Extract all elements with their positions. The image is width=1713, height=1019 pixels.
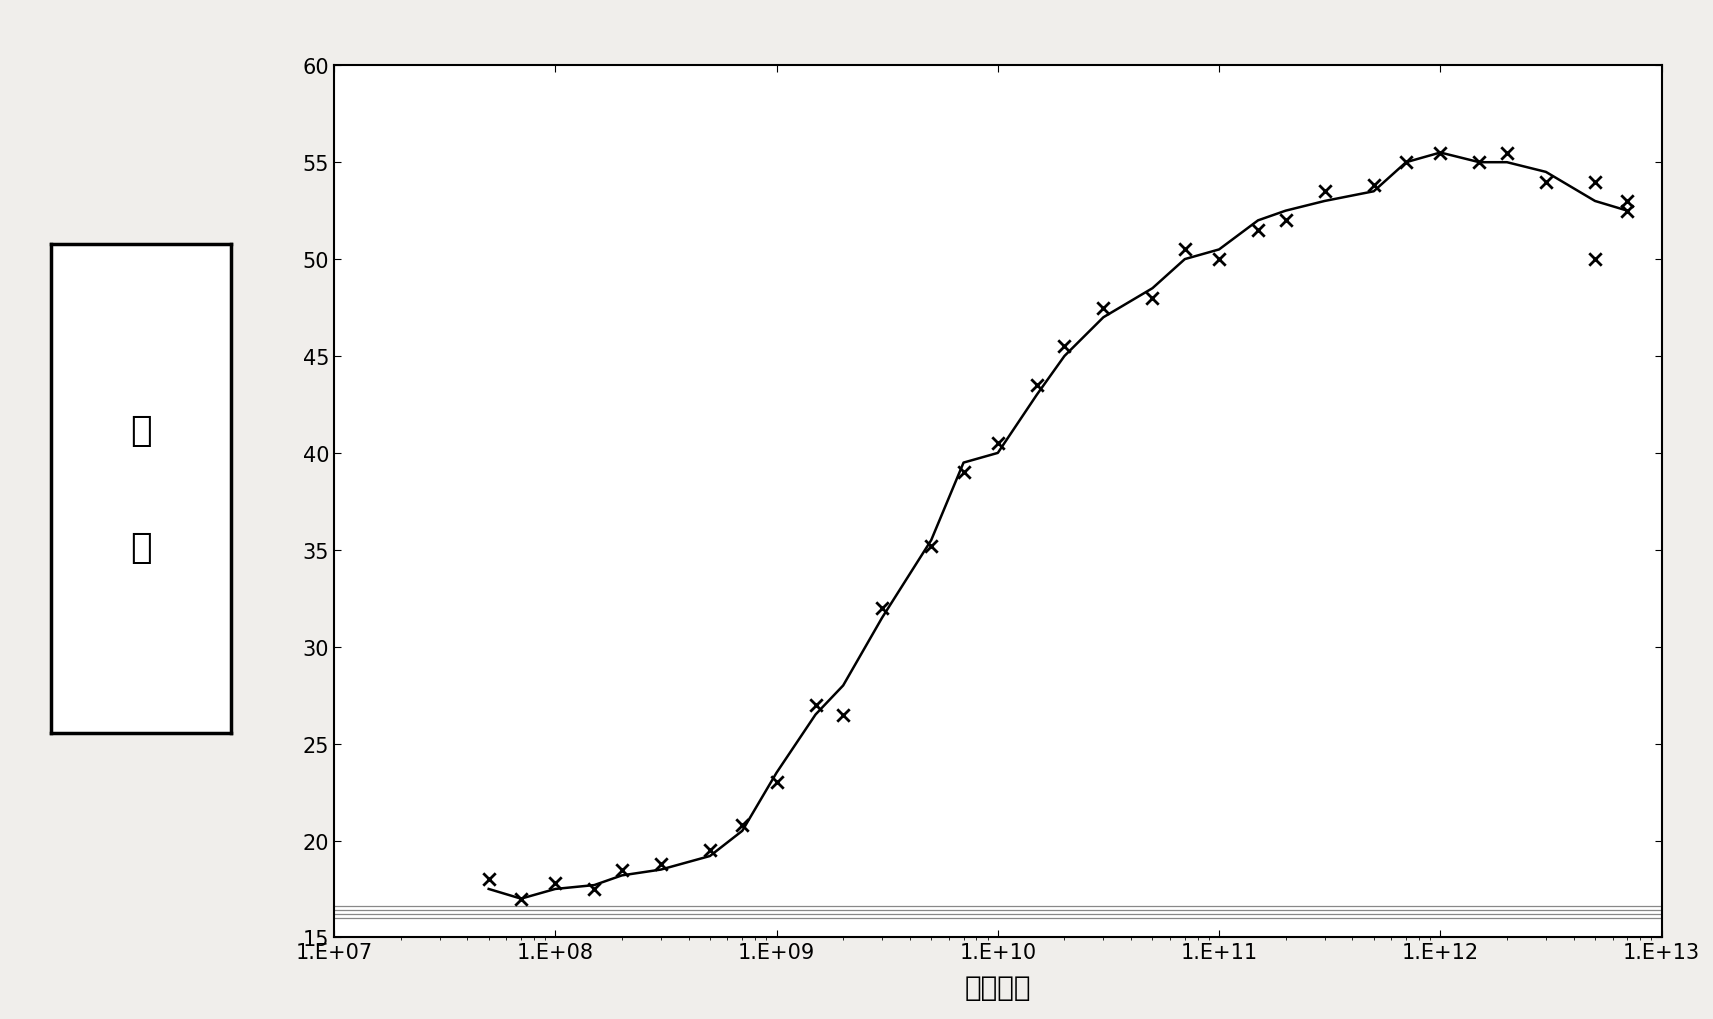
Text: 光: 光 xyxy=(130,531,152,565)
Point xyxy=(1206,252,1233,268)
Point xyxy=(1244,223,1271,239)
Point xyxy=(1393,155,1420,171)
Point xyxy=(918,538,946,554)
Point xyxy=(541,875,569,892)
Point xyxy=(829,707,856,723)
Point xyxy=(1023,378,1050,394)
X-axis label: 靶拷贝数: 靶拷贝数 xyxy=(964,973,1031,1002)
Point xyxy=(1581,252,1609,268)
Point xyxy=(648,856,675,872)
Point xyxy=(1139,290,1167,307)
Point xyxy=(695,842,723,858)
Point xyxy=(1310,184,1338,201)
Point xyxy=(1172,243,1199,259)
Point xyxy=(1360,178,1388,195)
Point xyxy=(1427,146,1454,162)
Point xyxy=(1531,174,1559,191)
Point xyxy=(868,600,896,616)
Point xyxy=(983,436,1011,452)
Point xyxy=(949,465,976,481)
Point xyxy=(728,817,755,834)
Point xyxy=(1089,301,1117,317)
Point xyxy=(475,871,502,888)
Point xyxy=(1614,194,1641,210)
Point xyxy=(1614,204,1641,220)
Point xyxy=(1494,146,1521,162)
Point xyxy=(762,774,790,791)
Point xyxy=(1050,339,1077,356)
Point xyxy=(1581,174,1609,191)
Point xyxy=(507,891,534,907)
Point xyxy=(581,880,608,898)
Point xyxy=(1466,155,1494,171)
Text: 荧: 荧 xyxy=(130,414,152,447)
Point xyxy=(608,862,636,878)
Point xyxy=(1273,213,1300,229)
Point xyxy=(802,697,829,713)
